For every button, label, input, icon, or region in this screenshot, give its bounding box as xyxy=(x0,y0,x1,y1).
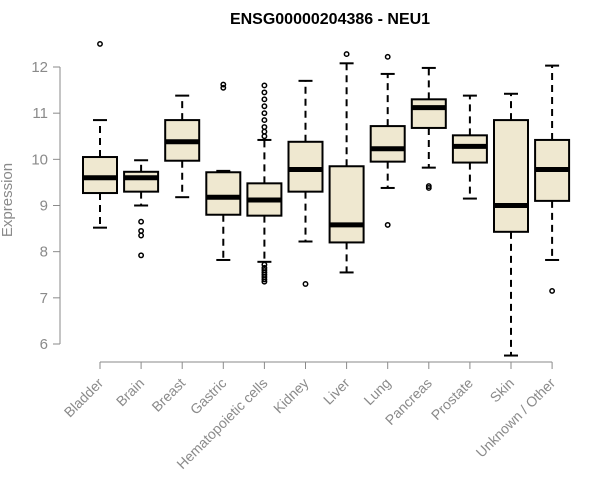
outlier-point xyxy=(261,261,268,268)
x-tick-label: Skin xyxy=(487,375,518,406)
outlier-point xyxy=(97,40,103,47)
box-group xyxy=(369,53,406,228)
box-group xyxy=(451,94,488,200)
y-tick-label: 12 xyxy=(31,59,48,76)
x-tick-label: Brain xyxy=(113,375,147,409)
x-tick-label: Bladder xyxy=(61,375,107,421)
outlier-point xyxy=(261,117,268,124)
outlier-point xyxy=(138,227,145,234)
y-tick-label: 11 xyxy=(32,105,48,122)
x-tick-label: Liver xyxy=(320,375,353,408)
y-axis: 6 7 8 9 10 11 12 xyxy=(31,59,61,353)
box-group xyxy=(164,94,201,199)
outlier-point xyxy=(138,218,145,225)
iqr-box xyxy=(451,134,488,164)
outlier-point xyxy=(261,128,268,135)
box-group xyxy=(287,79,324,287)
iqr-box xyxy=(287,140,324,193)
outlier-point xyxy=(302,281,309,287)
outlier-point xyxy=(261,124,268,130)
iqr-box xyxy=(82,156,118,195)
y-tick-label: 10 xyxy=(31,151,48,168)
y-tick-label: 8 xyxy=(40,244,48,261)
y-axis-label: Expression xyxy=(0,163,16,237)
outlier-point xyxy=(261,96,268,103)
iqr-box xyxy=(123,170,160,193)
outlier-point xyxy=(261,276,268,283)
box-group xyxy=(246,82,283,285)
outlier-point xyxy=(343,51,350,58)
x-tick-label: Breast xyxy=(148,375,188,415)
y-tick-label: 7 xyxy=(40,290,48,307)
iqr-box xyxy=(205,171,242,216)
outlier-point xyxy=(261,103,268,110)
outlier-point xyxy=(261,133,268,140)
x-tick-label: Kidney xyxy=(270,375,312,417)
outlier-point xyxy=(384,221,391,228)
outlier-point xyxy=(261,110,268,117)
box-group xyxy=(328,51,365,274)
iqr-box xyxy=(410,98,447,129)
iqr-box xyxy=(493,119,529,233)
outlier-point xyxy=(425,185,432,191)
box-group xyxy=(493,92,529,357)
outlier-point xyxy=(220,84,227,91)
boxes-layer xyxy=(82,40,571,357)
outlier-point xyxy=(261,89,268,96)
box-group xyxy=(534,64,571,294)
outlier-point xyxy=(261,82,268,89)
chart-title: ENSG00000204386 - NEU1 xyxy=(230,11,430,28)
outlier-point xyxy=(220,81,227,88)
x-tick-label: Prostate xyxy=(428,375,476,423)
outlier-point xyxy=(138,252,145,259)
box-group xyxy=(410,66,447,191)
box-group xyxy=(82,40,118,229)
x-tick-label: Lung xyxy=(360,375,393,408)
outlier-point xyxy=(384,53,391,60)
outlier-point xyxy=(549,287,556,294)
iqr-box xyxy=(328,165,365,244)
y-tick-label: 6 xyxy=(40,336,48,353)
outlier-point xyxy=(138,232,145,239)
box-group xyxy=(205,81,242,261)
y-tick-label: 9 xyxy=(40,198,48,215)
iqr-box xyxy=(369,125,406,163)
box-group xyxy=(123,159,160,259)
outlier-point xyxy=(261,278,268,285)
